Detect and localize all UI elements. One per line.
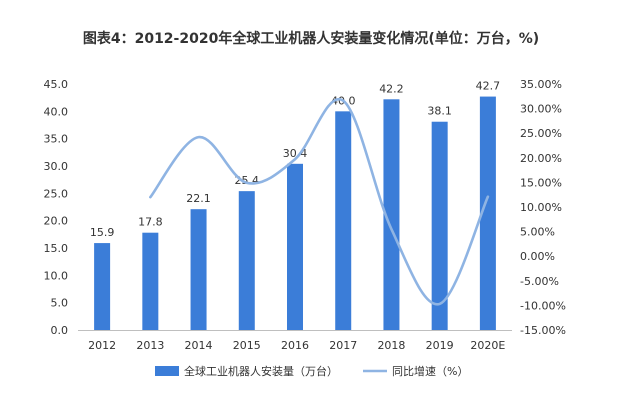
bar: [431, 121, 448, 330]
y-right-tick-label: 15.00%: [520, 176, 562, 189]
x-tick-label: 2020E: [470, 339, 505, 352]
y-left-tick-label: 25.0: [44, 187, 69, 200]
bar-data-label: 15.9: [90, 226, 115, 239]
x-tick-label: 2016: [281, 339, 309, 352]
x-tick-label: 2019: [426, 339, 454, 352]
bar: [479, 96, 496, 330]
bar: [94, 243, 111, 330]
y-left-tick-label: 35.0: [44, 133, 69, 146]
bar: [142, 232, 159, 330]
y-left-tick-label: 30.0: [44, 160, 69, 173]
y-right-tick-label: 35.00%: [520, 78, 562, 91]
growth-rate-line: [149, 97, 490, 306]
y-right-tick-label: 20.00%: [520, 152, 562, 165]
y-right-tick-label: -5.00%: [520, 275, 559, 288]
y-right-tick-label: 5.00%: [520, 226, 555, 239]
x-tick-label: 2014: [185, 339, 213, 352]
y-left-tick-label: 5.0: [51, 297, 69, 310]
bar: [287, 163, 303, 330]
bar: [190, 209, 207, 330]
legend-bar-swatch: [155, 366, 179, 376]
y-left-tick-label: 45.0: [44, 78, 69, 91]
y-right-tick-label: -10.00%: [520, 299, 566, 312]
bar: [383, 99, 400, 330]
y-left-tick-label: 10.0: [44, 269, 69, 282]
y-right-tick-label: 10.00%: [520, 201, 562, 214]
x-tick-label: 2015: [233, 339, 261, 352]
y-right-tick-label: 30.00%: [520, 103, 562, 116]
y-left-tick-label: 20.0: [44, 215, 69, 228]
bar-data-label: 42.2: [379, 82, 404, 95]
y-right-tick-label: 25.00%: [520, 127, 562, 140]
bar-data-label: 42.7: [476, 80, 501, 93]
y-left-tick-label: 15.0: [44, 242, 69, 255]
x-tick-label: 2017: [329, 339, 357, 352]
bar-data-label: 17.8: [138, 216, 163, 229]
legend-bar-label: 全球工业机器人安装量（万台）: [184, 364, 338, 378]
legend-line-label: 同比增速（%）: [392, 364, 468, 378]
x-tick-label: 2013: [136, 339, 164, 352]
bar: [335, 111, 352, 330]
y-right-tick-label: -15.00%: [520, 324, 566, 337]
x-tick-label: 2012: [88, 339, 116, 352]
bar-data-label: 38.1: [427, 105, 452, 118]
y-left-tick-label: 0.0: [51, 324, 69, 337]
bar: [238, 191, 255, 330]
x-tick-label: 2018: [377, 339, 405, 352]
y-right-tick-label: 0.00%: [520, 250, 555, 263]
y-left-tick-label: 40.0: [44, 105, 69, 118]
chart-title: 图表4：2012-2020年全球工业机器人安装量变化情况(单位：万台，%): [82, 31, 540, 47]
bar-data-label: 22.1: [186, 192, 211, 205]
